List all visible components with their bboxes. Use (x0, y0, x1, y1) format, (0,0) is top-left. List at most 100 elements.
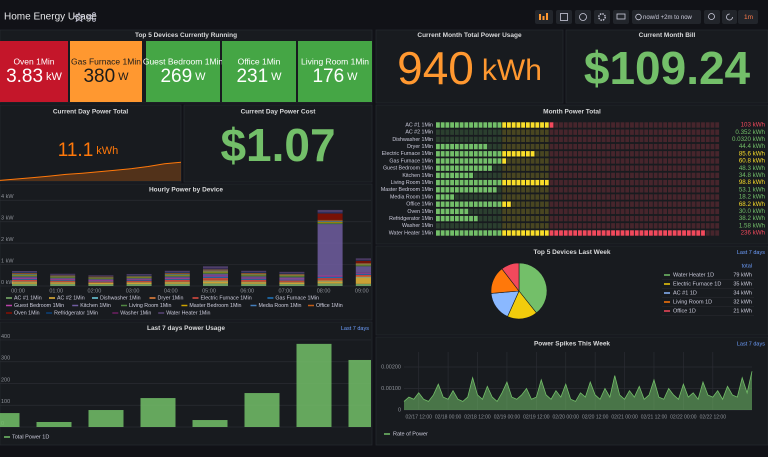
gauge-cell (473, 165, 478, 171)
gauge-cell (473, 136, 478, 143)
gauge-cell (540, 136, 544, 143)
gauge-cell (587, 122, 592, 128)
bar-segment (164, 283, 190, 286)
gauge-cell (540, 122, 544, 128)
gauge-cell (488, 143, 492, 150)
gauge-cell (682, 151, 686, 157)
gauge-cell (592, 165, 597, 171)
gauge-cell (672, 172, 677, 179)
x-tick-label: 02/22 00:00 (670, 414, 697, 420)
refresh-interval-label[interactable]: 1m (744, 14, 753, 21)
gauge-cell (563, 136, 568, 143)
gauge-cell (549, 194, 554, 200)
panel-title: Top 5 Devices Currently Running (135, 32, 237, 39)
gauge-cell (672, 151, 677, 157)
bar-segment (241, 279, 267, 282)
gauge-cell (639, 194, 644, 200)
share-icon[interactable] (87, 12, 96, 22)
dashboard-title[interactable]: Home Energy Usage (4, 12, 97, 23)
time-link[interactable]: Last 7 days (737, 250, 765, 256)
gauge-cell (488, 151, 492, 157)
gauge-cell (587, 230, 592, 236)
gauge-cell (511, 129, 516, 135)
legend-label: Rate of Power (393, 431, 428, 437)
gauge-cell (563, 165, 568, 171)
gauge-cell (563, 158, 568, 164)
bar-segment (317, 209, 343, 213)
panel-title: Top 5 Devices Last Week (533, 249, 610, 256)
gauge-cell (563, 122, 568, 128)
refresh-button[interactable] (722, 10, 737, 24)
gauge-cell (473, 158, 478, 164)
gauge-cell (601, 143, 606, 150)
gauge-cell (464, 230, 469, 236)
gauge-cell (596, 158, 601, 164)
bar-segment (279, 274, 305, 276)
star-icon[interactable] (73, 11, 85, 23)
gauge-cell (639, 223, 644, 229)
gauge-cell (563, 223, 568, 229)
info-button[interactable] (575, 10, 591, 24)
gauge-cell (596, 187, 601, 193)
gauge-cell (563, 208, 568, 215)
zoom-out-button[interactable] (704, 10, 720, 24)
gauge-cell (573, 208, 578, 215)
gauge-cell (649, 208, 653, 215)
gauge-cell (677, 223, 682, 229)
time-range[interactable]: now/d +2m to now (643, 15, 693, 21)
gauge-cell (658, 223, 663, 229)
gauge-cell (625, 223, 630, 229)
value-label: 38.2 kWh (739, 215, 766, 222)
bar-segment (279, 279, 305, 281)
legend-value: 35 kWh (733, 281, 752, 287)
gauge-cell (582, 165, 587, 171)
row-label: Oven 1Min (407, 209, 433, 215)
refresh-interval[interactable] (738, 10, 758, 24)
gauge-cell (469, 165, 473, 171)
gauge-cell (440, 179, 445, 186)
gauge-cell (535, 151, 540, 157)
gauge-cell (701, 215, 705, 222)
time-picker[interactable] (632, 10, 701, 24)
gauge-cell (516, 165, 521, 171)
gauge-cell (686, 165, 691, 171)
legend-label: Living Room 1D (673, 299, 712, 305)
gauge-cell (502, 129, 507, 135)
gauge-cell (644, 158, 649, 164)
gauge-cell (440, 158, 445, 164)
gauge-cell (667, 129, 672, 135)
gauge-cell (436, 230, 440, 236)
gauge-cell (667, 136, 672, 143)
stat-number: 940 (397, 42, 474, 94)
gauge-cell (535, 172, 540, 179)
gauge-cell (488, 230, 492, 236)
settings-button[interactable] (594, 10, 610, 24)
gauge-cell (436, 136, 440, 143)
gauge-cell (436, 172, 440, 179)
gauge-cell (544, 172, 549, 179)
gauge-cell (497, 223, 502, 229)
icon (560, 13, 568, 21)
time-link[interactable]: Last 7 days (341, 326, 369, 332)
row-label: Living Room 1Min (391, 180, 433, 186)
gauge-cell (573, 136, 578, 143)
gauge-cell (483, 129, 488, 135)
gauge-cell (663, 136, 668, 143)
gauge-cell (705, 151, 710, 157)
time-link[interactable]: Last 7 days (737, 341, 765, 347)
bar-segment (88, 275, 114, 276)
gauge-cell (701, 172, 705, 179)
gauge-cell (483, 151, 488, 157)
gauge-cell (682, 223, 686, 229)
y-tick-label: 400 (1, 334, 10, 340)
gauge-cell (587, 143, 592, 150)
gauge-cell (682, 122, 686, 128)
gauge-cell (478, 151, 483, 157)
device-unit: W (118, 71, 129, 83)
save-button[interactable] (556, 10, 572, 24)
gauge-cell (535, 143, 540, 150)
tv-button[interactable] (613, 10, 629, 24)
bar-segment (203, 266, 228, 269)
gauge-cell (459, 201, 464, 207)
gauge-cell (502, 208, 507, 215)
